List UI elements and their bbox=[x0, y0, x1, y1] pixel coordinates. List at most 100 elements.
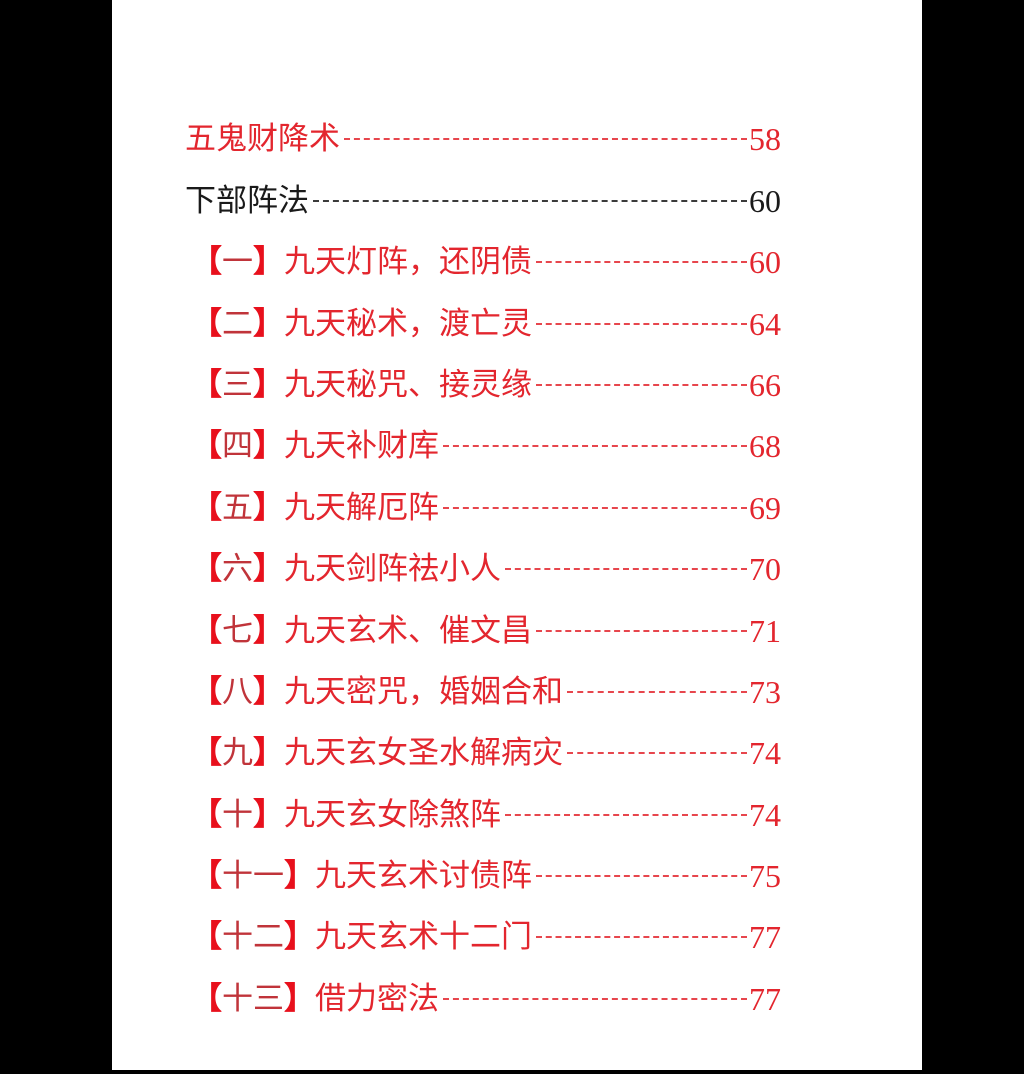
bracket-open: 【 bbox=[191, 305, 222, 342]
section-number: 九 bbox=[222, 735, 253, 772]
toc-entry: 【十一】九天玄术讨债阵 75 bbox=[185, 835, 781, 896]
bracket-open: 【 bbox=[191, 980, 222, 1017]
bracket-close: 】 bbox=[253, 244, 284, 281]
dotted-leader bbox=[567, 690, 747, 693]
toc-entry: 【一】九天灯阵，还阴债 60 bbox=[185, 221, 781, 282]
toc-entry-title: 【一】九天灯阵，还阴债 bbox=[191, 242, 532, 282]
dotted-leader bbox=[443, 506, 747, 509]
section-number: 五 bbox=[222, 489, 253, 526]
section-number: 七 bbox=[222, 612, 253, 649]
section-title: 九天补财库 bbox=[284, 428, 439, 465]
toc-entry-title: 【十】九天玄女除煞阵 bbox=[191, 795, 501, 835]
bracket-close: 】 bbox=[284, 858, 315, 895]
page-number: 74 bbox=[749, 796, 781, 833]
section-title: 九天灯阵，还阴债 bbox=[284, 244, 532, 281]
toc-entry-title: 【十三】借力密法 bbox=[191, 979, 439, 1019]
bracket-close: 】 bbox=[253, 305, 284, 342]
dotted-leader bbox=[536, 875, 747, 878]
toc-entry: 【八】九天密咒，婚姻合和 73 bbox=[185, 651, 781, 712]
page-number: 75 bbox=[749, 858, 781, 895]
toc-entry: 【四】九天补财库 68 bbox=[185, 405, 781, 466]
section-number: 十三 bbox=[222, 980, 284, 1017]
dotted-leader bbox=[536, 383, 747, 386]
page-number: 64 bbox=[749, 305, 781, 342]
bracket-close: 】 bbox=[253, 489, 284, 526]
section-number: 六 bbox=[222, 551, 253, 588]
bracket-open: 【 bbox=[191, 489, 222, 526]
toc-entry: 【二】九天秘术，渡亡灵 64 bbox=[185, 282, 781, 343]
section-number: 四 bbox=[222, 428, 253, 465]
toc-entry: 【七】九天玄术、催文昌 71 bbox=[185, 589, 781, 650]
bracket-open: 【 bbox=[191, 673, 222, 710]
dotted-leader bbox=[505, 568, 747, 571]
dotted-leader bbox=[313, 199, 747, 202]
section-title: 九天剑阵祛小人 bbox=[284, 551, 501, 588]
toc-entry: 【十三】借力密法 77 bbox=[185, 957, 781, 1018]
page-number: 73 bbox=[749, 673, 781, 710]
section-title: 九天玄女圣水解病灾 bbox=[284, 735, 563, 772]
section-title: 九天玄女除煞阵 bbox=[284, 796, 501, 833]
page-number: 70 bbox=[749, 551, 781, 588]
section-title: 下部阵法 bbox=[185, 182, 309, 219]
section-title: 九天玄术、催文昌 bbox=[284, 612, 532, 649]
dotted-leader bbox=[536, 261, 747, 264]
bracket-close: 】 bbox=[284, 919, 315, 956]
bracket-open: 【 bbox=[191, 919, 222, 956]
bracket-close: 】 bbox=[253, 673, 284, 710]
toc-entry: 【九】九天玄女圣水解病灾 74 bbox=[185, 712, 781, 773]
section-title: 九天秘咒、接灵缘 bbox=[284, 366, 532, 403]
toc-entry: 【五】九天解厄阵 69 bbox=[185, 466, 781, 527]
section-number: 十 bbox=[222, 796, 253, 833]
toc-entry: 【三】九天秘咒、接灵缘 66 bbox=[185, 344, 781, 405]
toc-entry-title: 【二】九天秘术，渡亡灵 bbox=[191, 304, 532, 344]
page-number: 68 bbox=[749, 428, 781, 465]
section-number: 十二 bbox=[222, 919, 284, 956]
section-number: 三 bbox=[222, 366, 253, 403]
bracket-close: 】 bbox=[253, 735, 284, 772]
bracket-open: 【 bbox=[191, 551, 222, 588]
toc-entry-title: 【九】九天玄女圣水解病灾 bbox=[191, 733, 563, 773]
section-number: 二 bbox=[222, 305, 253, 342]
dotted-leader bbox=[344, 138, 747, 141]
section-number: 八 bbox=[222, 673, 253, 710]
page-number: 77 bbox=[749, 919, 781, 956]
page-number: 66 bbox=[749, 366, 781, 403]
toc-entry: 【十二】九天玄术十二门 77 bbox=[185, 896, 781, 957]
bracket-close: 】 bbox=[253, 796, 284, 833]
toc-entry: 下部阵法 60 bbox=[185, 159, 781, 220]
toc-entry: 五鬼财降术 58 bbox=[185, 98, 781, 159]
section-number: 一 bbox=[222, 244, 253, 281]
document-page: 五鬼财降术 58 下部阵法 60 【一】九天灯阵，还阴债 60 【二】九天秘术，渡亡灵 64 【… bbox=[112, 0, 922, 1070]
bracket-open: 【 bbox=[191, 796, 222, 833]
dotted-leader bbox=[536, 322, 747, 325]
toc-entry-title: 【五】九天解厄阵 bbox=[191, 488, 439, 528]
dotted-leader bbox=[443, 445, 747, 448]
toc-entry-title: 【八】九天密咒，婚姻合和 bbox=[191, 672, 563, 712]
toc-entry-title: 下部阵法 bbox=[185, 181, 309, 221]
bracket-open: 【 bbox=[191, 244, 222, 281]
page-number: 60 bbox=[749, 244, 781, 281]
bracket-open: 【 bbox=[191, 612, 222, 649]
bracket-close: 】 bbox=[253, 366, 284, 403]
page-number: 69 bbox=[749, 489, 781, 526]
section-title: 九天密咒，婚姻合和 bbox=[284, 673, 563, 710]
bracket-close: 】 bbox=[253, 428, 284, 465]
section-title: 九天秘术，渡亡灵 bbox=[284, 305, 532, 342]
page-number: 58 bbox=[749, 121, 781, 158]
section-title: 九天解厄阵 bbox=[284, 489, 439, 526]
section-number: 十一 bbox=[222, 858, 284, 895]
dotted-leader bbox=[536, 936, 747, 939]
toc-entry-title: 【十二】九天玄术十二门 bbox=[191, 917, 532, 957]
bracket-close: 】 bbox=[284, 980, 315, 1017]
page-number: 60 bbox=[749, 182, 781, 219]
page-number: 71 bbox=[749, 612, 781, 649]
bracket-close: 】 bbox=[253, 612, 284, 649]
bracket-open: 【 bbox=[191, 735, 222, 772]
page-number: 74 bbox=[749, 735, 781, 772]
bracket-close: 】 bbox=[253, 551, 284, 588]
toc-entry: 【六】九天剑阵祛小人 70 bbox=[185, 528, 781, 589]
section-title: 五鬼财降术 bbox=[185, 121, 340, 158]
page-number: 77 bbox=[749, 980, 781, 1017]
section-title: 借力密法 bbox=[315, 980, 439, 1017]
toc-entry-title: 【十一】九天玄术讨债阵 bbox=[191, 856, 532, 896]
